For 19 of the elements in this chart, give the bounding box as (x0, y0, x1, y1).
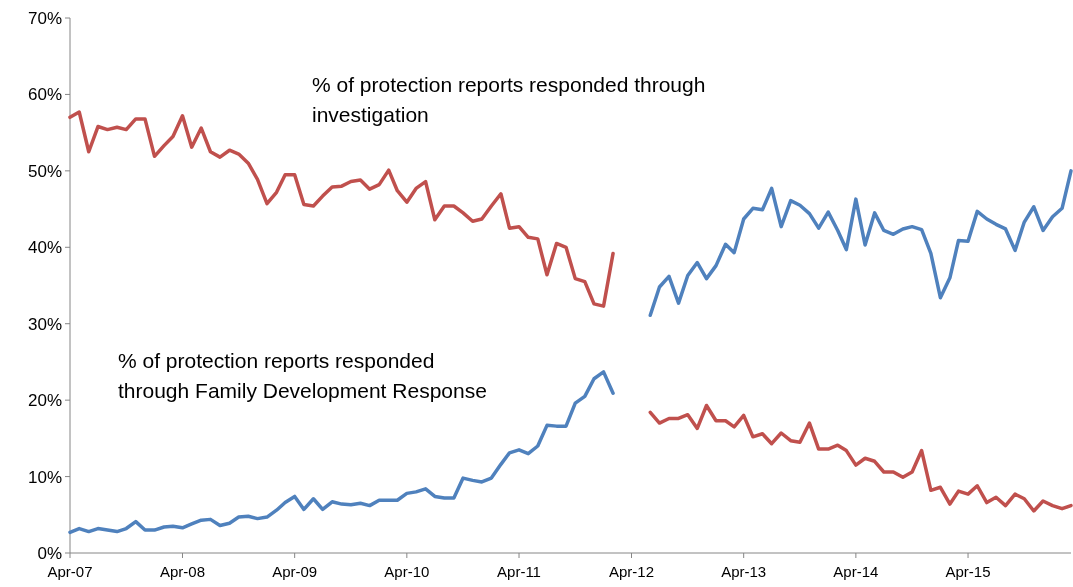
x-tick-label: Apr-10 (384, 563, 430, 580)
y-tick-label: 10% (27, 467, 62, 487)
x-tick-label: Apr-09 (272, 563, 318, 580)
x-tick-label: Apr-15 (945, 563, 991, 580)
x-tick-label: Apr-12 (608, 563, 655, 580)
y-tick-label: 60% (27, 85, 62, 105)
y-tick-label: 70% (27, 8, 62, 28)
x-tick-label: Apr-13 (721, 563, 767, 580)
y-tick-label: 50% (27, 161, 62, 181)
annotation: % of protection reports responded through investigation (312, 73, 706, 126)
x-tick-label: Apr-07 (47, 563, 93, 580)
y-tick-label: 20% (27, 391, 62, 411)
y-tick-label: 40% (27, 238, 62, 258)
annotation: % of protection reports responded through Family Development Response (118, 349, 487, 402)
x-tick-label: Apr-08 (159, 563, 205, 580)
x-tick-label: Apr-14 (833, 563, 879, 580)
x-tick-label: Apr-11 (497, 563, 541, 580)
y-tick-label: 0% (37, 543, 62, 563)
y-tick-label: 30% (27, 314, 62, 334)
